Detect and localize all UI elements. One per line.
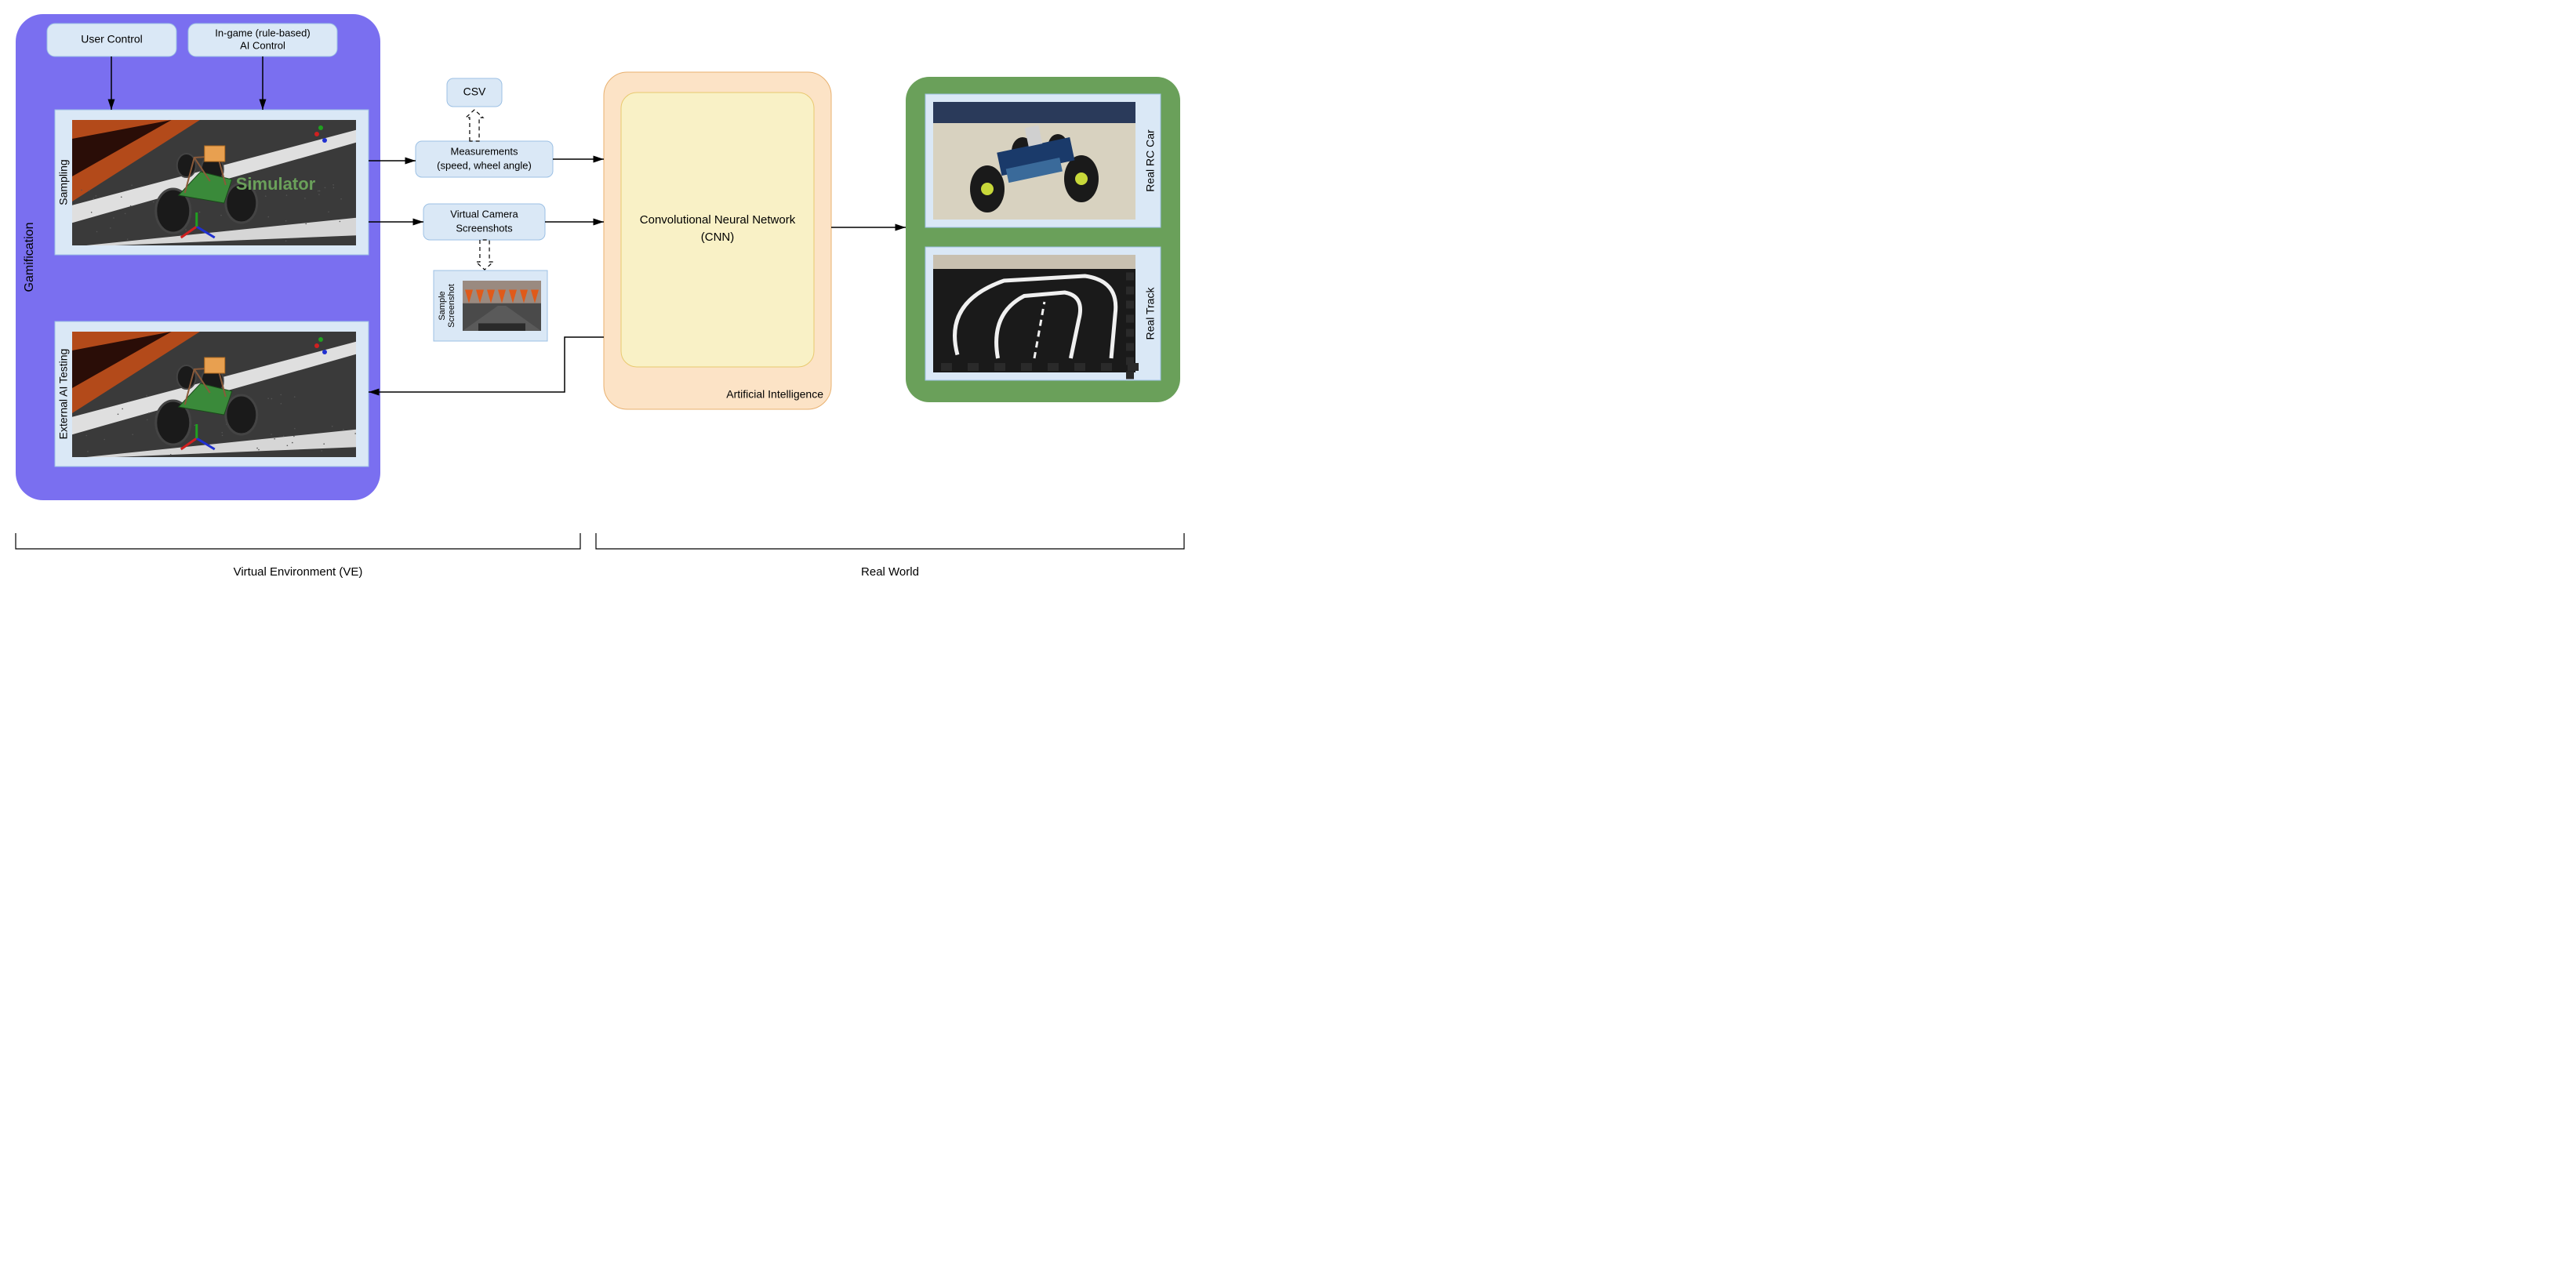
- bracket-label-left: Virtual Environment (VE): [234, 565, 363, 579]
- screenshots-label-2: Screenshots: [456, 222, 513, 234]
- measurements-label-1: Measurements: [451, 145, 518, 157]
- csv-label: CSV: [463, 85, 486, 98]
- real-rc-label: Real RC Car: [1144, 129, 1157, 192]
- hollow-arrow-1: [476, 240, 493, 270]
- sampling-label: Sampling: [57, 159, 70, 205]
- hollow-arrow-0: [466, 110, 483, 141]
- bracket-label-right: Real World: [861, 565, 919, 579]
- external-ai-label: External AI Testing: [57, 349, 70, 440]
- bracket-left: [16, 533, 580, 549]
- measurements-label-2: (speed, wheel angle): [437, 159, 532, 171]
- cnn-label-1: Convolutional Neural Network: [640, 213, 796, 227]
- real-track-label: Real Track: [1144, 287, 1157, 340]
- ai-footer-label: Artificial Intelligence: [726, 388, 823, 401]
- user-control-box-label: User Control: [81, 33, 143, 45]
- screenshots-label-1: Virtual Camera: [450, 208, 518, 220]
- gamification-label: Gamification: [23, 223, 36, 292]
- real-rc-car-image: [933, 102, 1135, 220]
- sample-label-1: Sample: [438, 291, 447, 320]
- ai-control-box-label-2: AI Control: [240, 39, 285, 51]
- simulator-image: [72, 332, 356, 457]
- sample-screenshot-image: [463, 281, 541, 331]
- ai-control-box-label-1: In-game (rule-based): [215, 27, 310, 38]
- sample-label-2: Screenshot: [447, 284, 456, 328]
- arrow-7: [369, 337, 604, 392]
- real-track-image: [933, 255, 1139, 379]
- cnn-label-2: (CNN): [701, 231, 735, 244]
- simulator-overlay-text: Simulator: [236, 174, 316, 194]
- bracket-right: [596, 533, 1184, 549]
